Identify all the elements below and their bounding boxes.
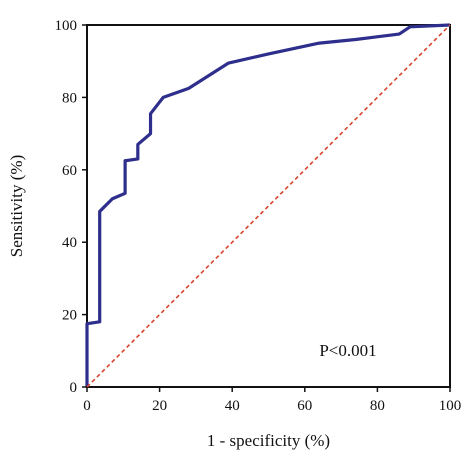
x-tick-label: 80 — [370, 398, 385, 414]
x-tick-label: 40 — [225, 398, 240, 414]
x-axis-title: 1 - specificity (%) — [207, 431, 330, 450]
y-tick-label: 100 — [55, 18, 78, 34]
x-tick-label: 0 — [83, 398, 91, 414]
x-tick-label: 20 — [152, 398, 167, 414]
p-value-annotation: P<0.001 — [319, 341, 376, 360]
y-tick-label: 40 — [62, 235, 77, 251]
y-tick-label: 0 — [70, 380, 78, 396]
x-tick-label: 100 — [439, 398, 462, 414]
y-axis-title: Sensitivity (%) — [7, 155, 26, 257]
y-tick-label: 20 — [62, 308, 77, 324]
y-tick-label: 60 — [62, 163, 77, 179]
roc-curve-line — [85, 23, 451, 387]
y-tick-label: 80 — [62, 90, 77, 106]
x-tick-label: 60 — [297, 398, 312, 414]
reference-diagonal-line — [86, 24, 451, 388]
plot-frame — [86, 24, 451, 388]
